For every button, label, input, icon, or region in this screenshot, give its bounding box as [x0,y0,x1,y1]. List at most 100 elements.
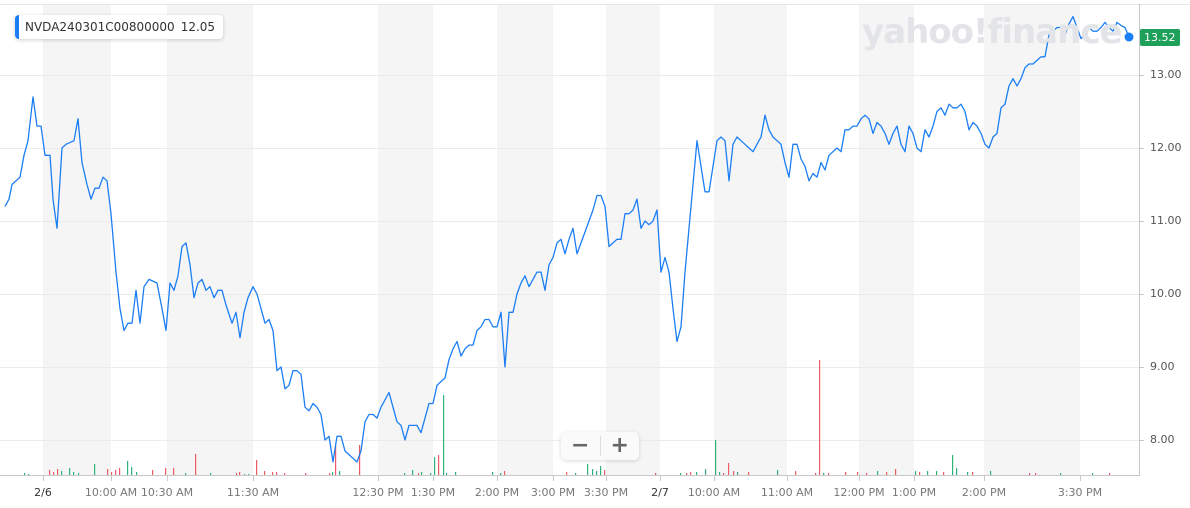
volume-bar [404,473,406,475]
volume-bar [244,474,246,475]
zoom-in-button[interactable]: + [601,432,640,460]
volume-bar [248,474,250,475]
volume-bar [115,470,117,475]
x-tick-label: 10:00 AM [84,486,138,499]
x-tick-label: 3:00 PM [530,486,576,499]
volume-bar [236,473,238,475]
volume-bar [967,472,969,475]
x-tick-label: 10:00 AM [687,486,741,499]
volume-bar [111,472,113,475]
x-tick-label: 3:30 PM [583,486,629,499]
session-bands [43,5,1080,475]
current-price-tag: 13.52 [1140,29,1180,46]
volume-bar [823,473,825,475]
y-tick-label: 9.00 [1150,360,1175,373]
volume-bar [173,468,175,475]
volume-bar [107,469,109,475]
volume-bar [733,471,735,475]
volume-bar [857,472,859,475]
volume-bar [210,473,212,475]
y-tick-label: 12.00 [1150,141,1182,154]
session-band [606,5,660,475]
volume-bar [455,472,457,475]
volume-bar [136,472,138,475]
series-legend[interactable]: NVDA240301C00800000 12.05 [15,15,224,39]
x-tick-label: 10:30 AM [140,486,194,499]
volume-bar [61,471,63,475]
volume-bar [78,473,80,475]
y-tick-label: 11.00 [1150,214,1182,227]
volume-bar [504,471,506,475]
x-tick-label: 2/6 [34,486,52,499]
x-tick-label: 12:30 PM [352,486,404,499]
volume-bar [596,471,598,475]
volume-bar [815,473,817,475]
volume-bar [952,455,954,475]
volume-bar [728,463,730,475]
volume-bar [53,472,55,475]
volume-bar [195,454,197,475]
session-band [43,5,111,475]
x-tick-label: 3:30 PM [1057,486,1103,499]
volume-bar [418,473,420,475]
volume-bar [587,464,589,475]
volume-bar [264,471,266,475]
volume-bar [329,473,331,475]
volume-bar [680,473,682,475]
volume-bar [69,468,71,475]
volume-bar [276,472,278,475]
x-tick-label: 2/7 [651,486,669,499]
volume-bar [24,473,26,475]
volume-bar [719,472,721,475]
volume-bar [305,473,307,475]
volume-bar [575,473,577,475]
zoom-out-button[interactable]: − [561,432,600,460]
volume-bar [795,471,797,475]
volume-bar [272,472,274,475]
session-band [859,5,914,475]
volume-bar [256,460,258,475]
volume-bar [715,440,717,475]
volume-bar [446,473,448,475]
volume-bar [972,472,974,475]
x-tick-label: 2:00 PM [474,486,520,499]
x-tick-label: 12:00 PM [833,486,885,499]
volume-bar [1109,473,1111,475]
volume-bar [434,457,436,475]
volume-bar [165,468,167,475]
session-band [714,5,787,475]
volume-bar [500,473,502,475]
volume-bars [24,360,1111,475]
volume-bar [443,395,445,475]
volume-bar [886,472,888,475]
volume-bar [492,472,494,475]
volume-bar [1060,473,1062,475]
volume-bar [127,461,129,475]
x-tick-label: 11:30 AM [226,486,280,499]
volume-bar [1092,473,1094,475]
y-axis-tick-marks [1139,75,1144,441]
volume-bar [284,473,286,475]
volume-bar [566,472,568,475]
volume-bar [339,471,341,475]
legend-symbol: NVDA240301C00800000 [25,20,175,34]
volume-bar [737,472,739,475]
volume-bar [819,360,821,475]
volume-bar [919,472,921,475]
volume-bar [438,455,440,475]
y-tick-label: 13.00 [1150,68,1182,81]
x-tick-label: 2:00 PM [961,486,1007,499]
volume-bar [1029,473,1031,475]
x-tick-label: 1:30 PM [410,486,456,499]
volume-bar [723,473,725,475]
volume-bar [119,468,121,475]
volume-bar [705,469,707,475]
session-band [167,5,253,475]
x-tick-label: 11:00 AM [760,486,814,499]
volume-bar [866,473,868,475]
volume-bar [131,467,133,475]
y-tick-label: 8.00 [1150,433,1175,446]
volume-bar [690,472,692,475]
volume-bar [57,469,59,475]
